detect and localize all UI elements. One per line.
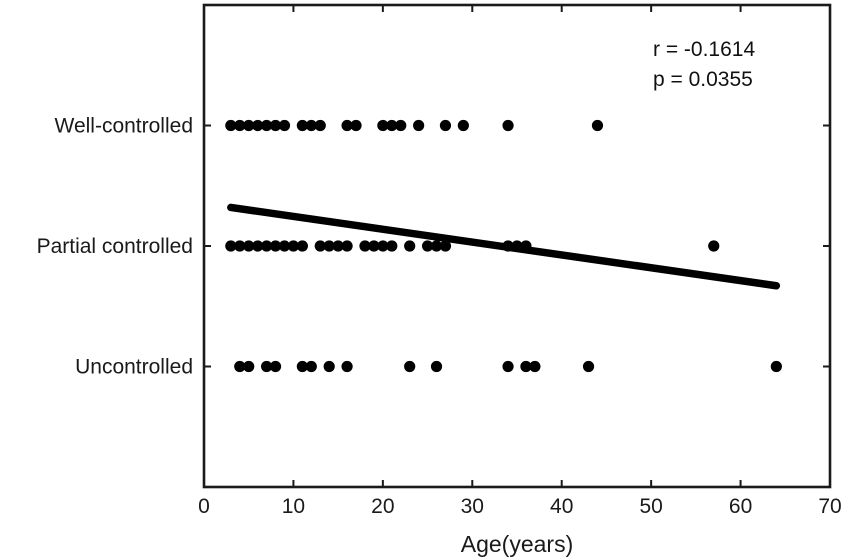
data-point <box>377 119 389 132</box>
data-point <box>368 240 380 252</box>
data-point <box>708 240 720 252</box>
data-point <box>296 240 308 252</box>
data-point <box>243 360 255 373</box>
data-point <box>332 240 344 252</box>
data-point <box>269 360 282 373</box>
y-tick-label: Well-controlled <box>55 115 194 138</box>
data-point <box>243 119 255 132</box>
axes: 0 10 20 30 40 50 60 70 Uncontrolled Partial contr… <box>37 3 842 557</box>
data-point <box>243 240 255 252</box>
data-point <box>314 240 326 252</box>
data-point <box>341 240 353 252</box>
data-point <box>502 119 514 132</box>
data-point <box>413 119 425 132</box>
data-point <box>404 240 416 252</box>
fit-line-layer <box>227 203 781 290</box>
data-point <box>261 360 273 373</box>
data-point <box>386 119 398 132</box>
data-point <box>305 360 317 373</box>
data-point <box>269 240 282 252</box>
data-point <box>234 240 246 252</box>
data-point <box>252 119 264 132</box>
x-tick-label: 70 <box>818 495 841 518</box>
data-point <box>404 360 416 373</box>
data-point <box>582 360 595 373</box>
data-point <box>421 240 434 252</box>
stat-annotation: r = -0.1614 <box>653 38 755 61</box>
data-point <box>386 240 398 252</box>
data-point <box>314 119 326 132</box>
data-point <box>225 240 237 252</box>
y-tick-label: Uncontrolled <box>75 356 193 379</box>
x-tick-label: 20 <box>371 495 394 518</box>
data-point <box>439 119 452 132</box>
data-point <box>520 360 532 373</box>
data-point <box>269 119 282 132</box>
x-tick-label: 0 <box>198 495 210 518</box>
annotations: r = -0.1614 p = 0.0355 <box>653 38 755 91</box>
data-point <box>278 119 291 132</box>
data-point <box>341 119 353 132</box>
data-point <box>296 119 308 132</box>
y-tick-label: Partial controlled <box>37 235 193 258</box>
data-point <box>252 240 264 252</box>
data-point <box>439 240 452 252</box>
data-point <box>350 119 362 132</box>
data-point <box>305 119 317 132</box>
data-point <box>770 360 782 373</box>
data-point <box>323 360 335 373</box>
x-tick-label: 10 <box>282 495 305 518</box>
data-point <box>234 119 246 132</box>
data-point <box>261 119 273 132</box>
data-point <box>278 240 291 252</box>
data-point <box>341 360 353 373</box>
data-point <box>296 360 308 373</box>
data-point <box>287 240 300 252</box>
data-point <box>430 240 443 252</box>
data-point <box>395 119 407 132</box>
x-axis-label: Age(years) <box>461 531 573 557</box>
data-point <box>591 119 604 132</box>
data-point <box>529 360 541 373</box>
data-point <box>430 360 443 373</box>
stat-annotation: p = 0.0355 <box>653 68 753 91</box>
plot-frame <box>202 3 832 489</box>
x-tick-label: 50 <box>639 495 662 518</box>
x-tick-label: 40 <box>550 495 573 518</box>
regression-line <box>227 203 781 290</box>
data-point <box>225 119 237 132</box>
data-point <box>261 240 273 252</box>
data-point <box>359 240 371 252</box>
data-point <box>234 360 246 373</box>
x-tick-label: 30 <box>461 495 484 518</box>
data-point <box>377 240 389 252</box>
x-tick-label: 60 <box>729 495 752 518</box>
data-point <box>323 240 335 252</box>
data-point <box>457 119 469 132</box>
data-point <box>502 360 514 373</box>
